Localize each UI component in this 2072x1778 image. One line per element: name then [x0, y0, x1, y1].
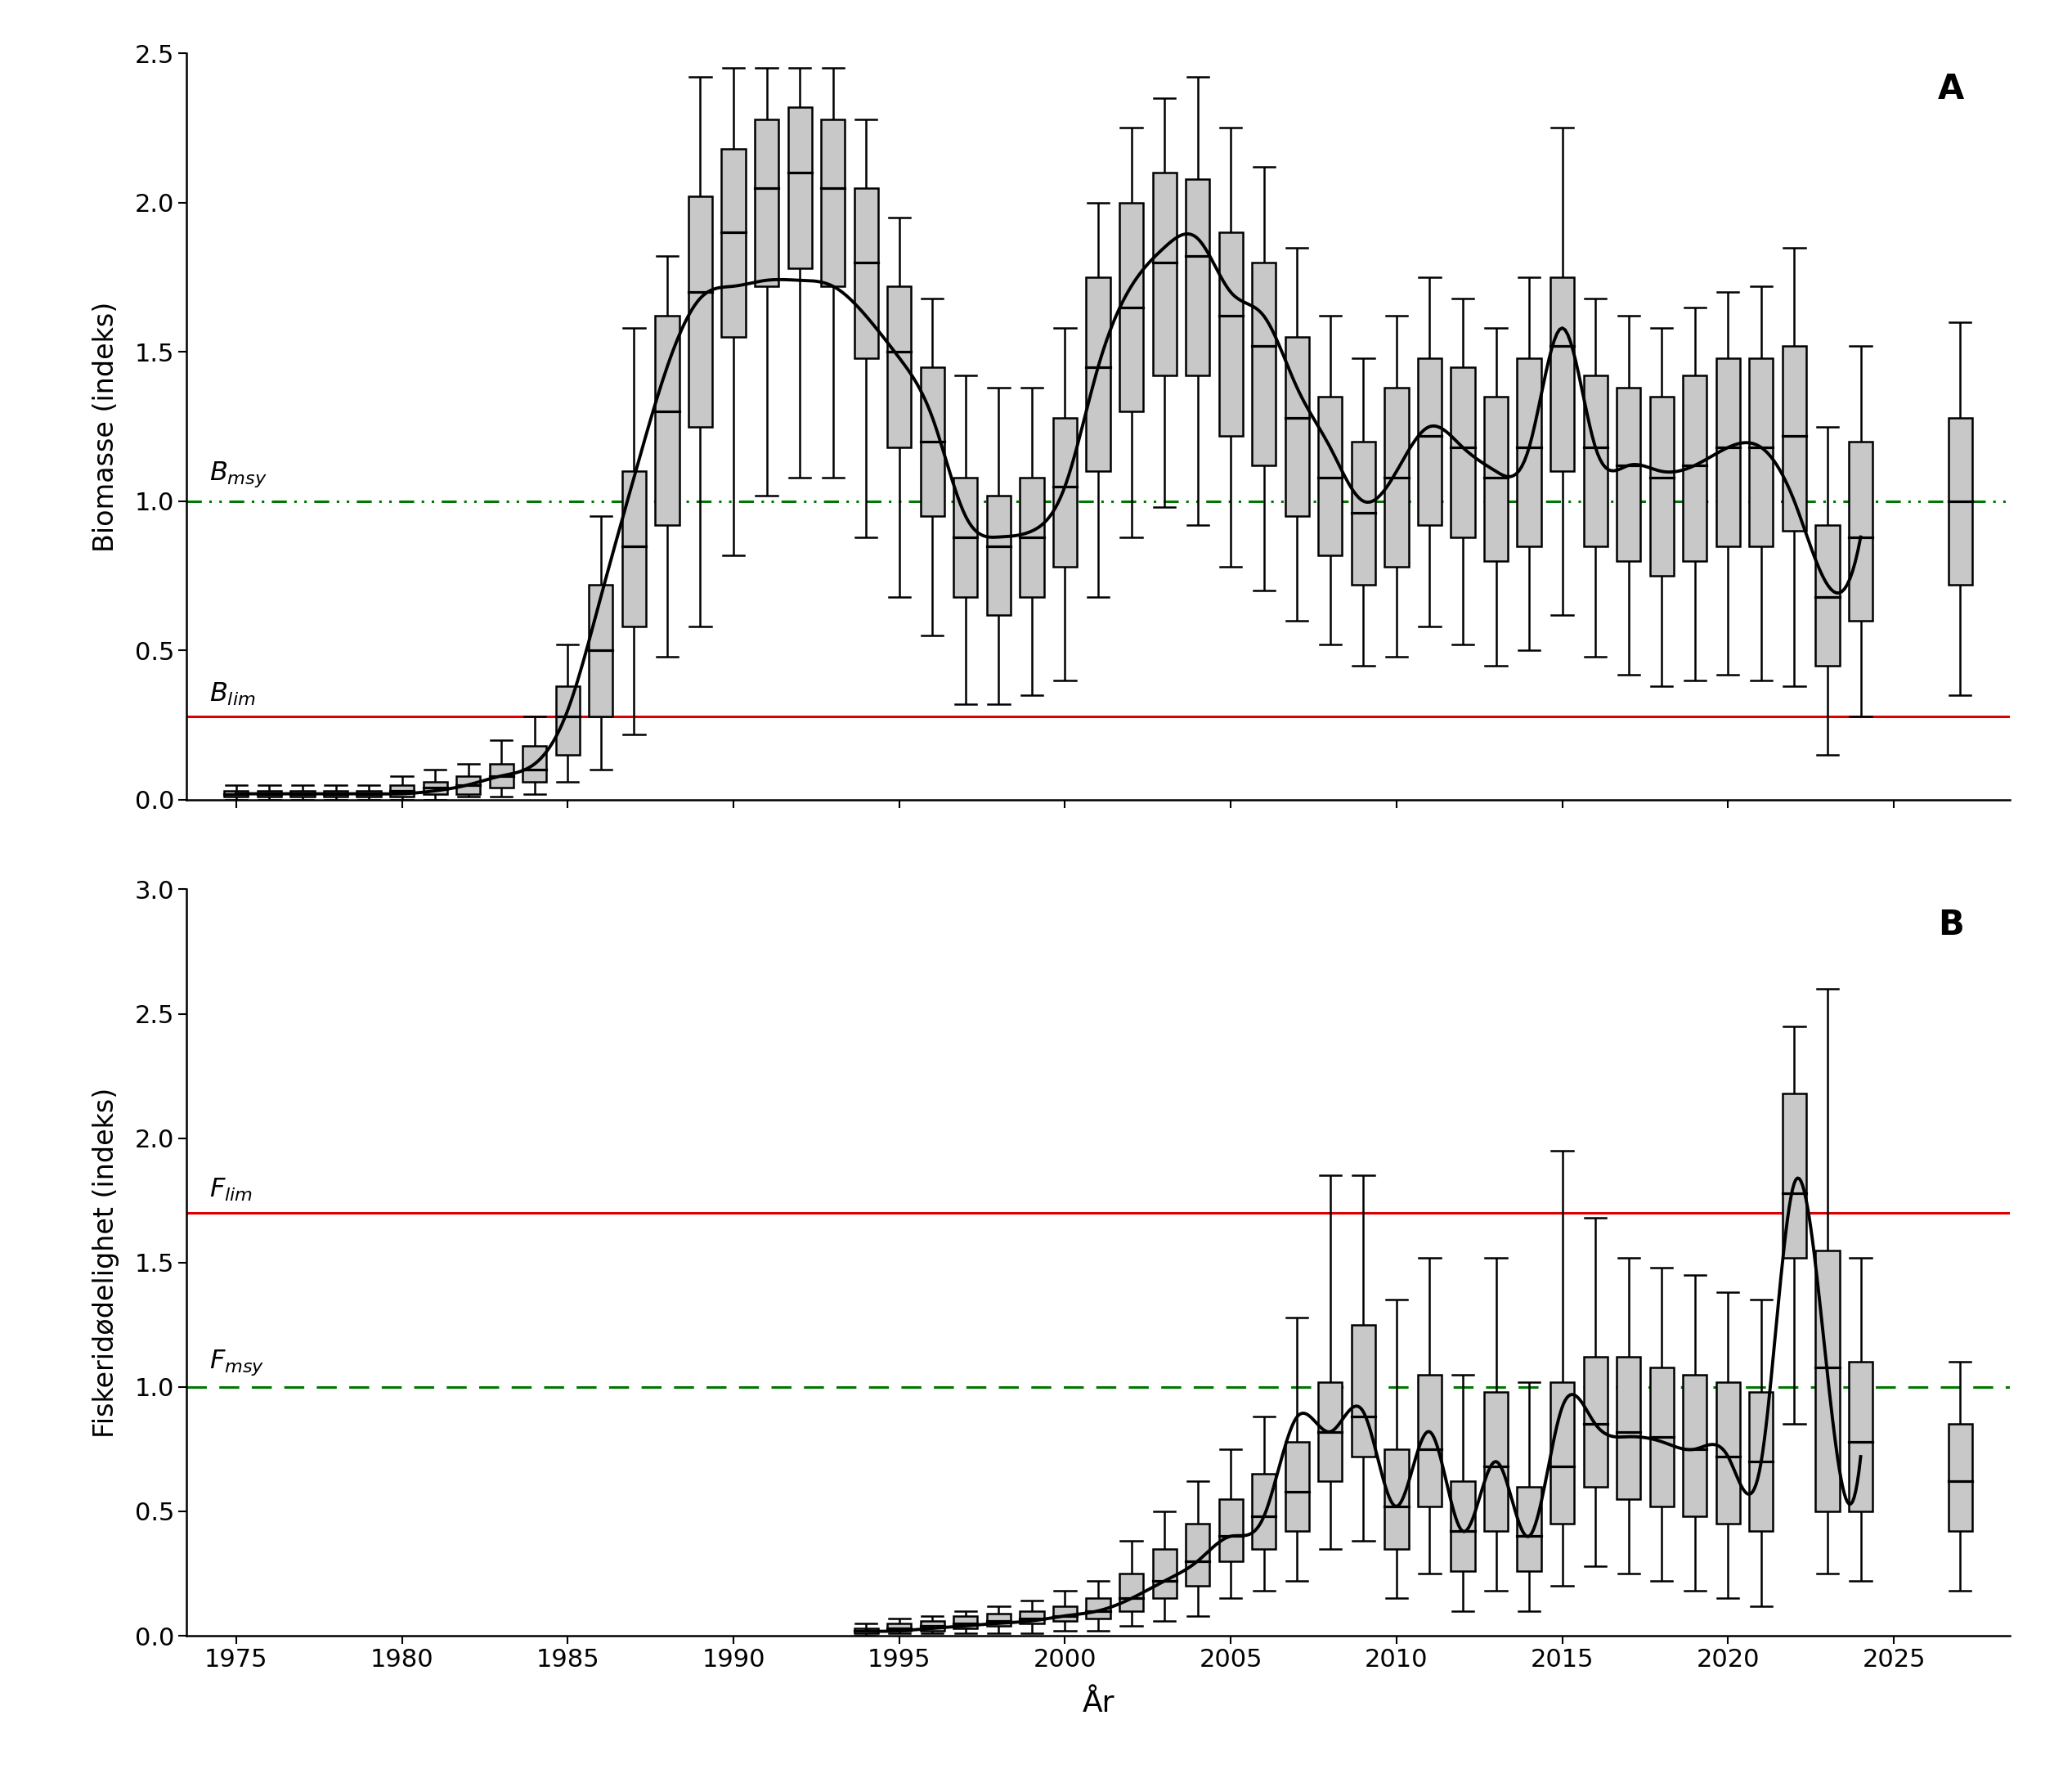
- Bar: [754, 119, 779, 286]
- Bar: [1848, 441, 1873, 621]
- Bar: [920, 1622, 945, 1630]
- Bar: [489, 765, 514, 788]
- Bar: [1749, 357, 1774, 546]
- Bar: [688, 197, 713, 427]
- Bar: [721, 149, 746, 338]
- Bar: [1251, 263, 1276, 466]
- Bar: [1218, 1499, 1243, 1561]
- Bar: [1053, 418, 1077, 567]
- Bar: [854, 1629, 879, 1634]
- Bar: [1517, 1486, 1542, 1572]
- Bar: [1351, 1325, 1376, 1456]
- Bar: [986, 1613, 1011, 1625]
- Bar: [655, 316, 680, 525]
- Text: B: B: [1937, 909, 1964, 942]
- Bar: [1318, 1382, 1343, 1481]
- Bar: [821, 119, 845, 286]
- Bar: [920, 366, 945, 516]
- Bar: [1251, 1474, 1276, 1549]
- Bar: [1152, 1549, 1177, 1598]
- Text: $B_{msy}$: $B_{msy}$: [209, 461, 267, 489]
- Bar: [323, 791, 348, 797]
- Bar: [423, 782, 448, 793]
- Text: $F_{lim}$: $F_{lim}$: [209, 1177, 253, 1204]
- Bar: [555, 686, 580, 756]
- Bar: [1119, 203, 1144, 412]
- Bar: [1417, 1374, 1442, 1506]
- Bar: [787, 107, 812, 268]
- Bar: [456, 775, 481, 793]
- Bar: [257, 791, 282, 797]
- Bar: [1815, 525, 1840, 665]
- Y-axis label: Fiskeridødelighet (indeks): Fiskeridødelighet (indeks): [91, 1088, 118, 1438]
- Bar: [1152, 172, 1177, 375]
- Bar: [1086, 1598, 1111, 1618]
- Bar: [1384, 1449, 1409, 1549]
- Bar: [622, 471, 646, 626]
- Bar: [1649, 1367, 1674, 1506]
- Bar: [1185, 180, 1210, 375]
- Bar: [1749, 1392, 1774, 1531]
- Bar: [887, 1623, 912, 1630]
- Bar: [953, 477, 978, 597]
- Text: $B_{lim}$: $B_{lim}$: [209, 681, 257, 708]
- Bar: [1218, 233, 1243, 436]
- Bar: [1782, 347, 1807, 532]
- Bar: [1318, 396, 1343, 555]
- Bar: [1119, 1574, 1144, 1611]
- Bar: [887, 286, 912, 448]
- Bar: [1616, 388, 1641, 560]
- Bar: [1948, 418, 1973, 585]
- Bar: [1450, 1481, 1475, 1572]
- Text: $F_{msy}$: $F_{msy}$: [209, 1348, 265, 1376]
- Bar: [522, 747, 547, 782]
- Bar: [953, 1616, 978, 1629]
- Bar: [224, 791, 249, 797]
- Bar: [1550, 277, 1575, 471]
- Bar: [1019, 1611, 1044, 1623]
- Bar: [588, 585, 613, 717]
- Bar: [1417, 357, 1442, 525]
- Bar: [1583, 1357, 1608, 1486]
- Bar: [1782, 1093, 1807, 1257]
- Y-axis label: Biomasse (indeks): Biomasse (indeks): [91, 300, 118, 551]
- Bar: [1948, 1424, 1973, 1531]
- Bar: [1716, 357, 1740, 546]
- X-axis label: År: År: [1082, 1689, 1115, 1718]
- Bar: [356, 791, 381, 797]
- Bar: [1815, 1250, 1840, 1511]
- Bar: [1716, 1382, 1740, 1524]
- Bar: [1351, 441, 1376, 585]
- Text: A: A: [1937, 71, 1964, 107]
- Bar: [1019, 477, 1044, 597]
- Bar: [1517, 357, 1542, 546]
- Bar: [1550, 1382, 1575, 1524]
- Bar: [1484, 1392, 1508, 1531]
- Bar: [1285, 1442, 1310, 1531]
- Bar: [1682, 375, 1707, 560]
- Bar: [986, 496, 1011, 615]
- Bar: [1848, 1362, 1873, 1511]
- Bar: [1053, 1606, 1077, 1622]
- Bar: [390, 784, 414, 797]
- Bar: [1450, 366, 1475, 537]
- Bar: [1185, 1524, 1210, 1586]
- Bar: [1484, 396, 1508, 560]
- Bar: [1086, 277, 1111, 471]
- Bar: [290, 791, 315, 797]
- Bar: [1285, 338, 1310, 516]
- Bar: [854, 188, 879, 357]
- Bar: [1649, 396, 1674, 576]
- Bar: [1384, 388, 1409, 567]
- Bar: [1616, 1357, 1641, 1499]
- Bar: [1583, 375, 1608, 546]
- Bar: [1682, 1374, 1707, 1517]
